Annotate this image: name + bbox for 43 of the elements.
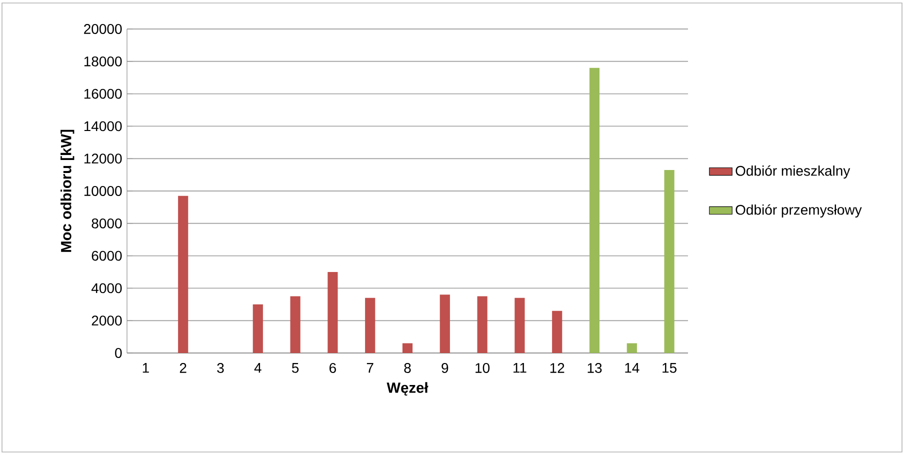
legend-label: Odbiór mieszkalny xyxy=(736,165,850,179)
bar xyxy=(252,304,263,353)
x-tick-label: 1 xyxy=(142,363,149,373)
bar xyxy=(402,343,413,353)
x-tick-label: 12 xyxy=(550,363,564,373)
y-tick-label: 16000 xyxy=(84,88,122,99)
y-tick-label: 6000 xyxy=(92,250,122,261)
bar xyxy=(178,196,188,353)
y-tick-label: 4000 xyxy=(91,283,122,294)
x-tick-label: 10 xyxy=(476,363,490,373)
x-tick-label: 15 xyxy=(662,363,676,373)
bar xyxy=(552,310,562,353)
y-tick-label: 12000 xyxy=(84,154,122,164)
x-tick-label: 9 xyxy=(442,363,448,373)
x-tick-label: 3 xyxy=(217,363,224,373)
bar xyxy=(589,68,600,353)
x-tick-label: 4 xyxy=(254,363,262,373)
y-tick-label: 18000 xyxy=(84,56,122,66)
bar xyxy=(440,294,450,353)
y-tick-label: 0 xyxy=(115,348,122,358)
x-tick-label: 5 xyxy=(292,363,299,373)
x-tick-label: 11 xyxy=(514,363,526,373)
y-tick-label: 10000 xyxy=(84,186,122,196)
y-tick-label: 14000 xyxy=(84,121,122,132)
y-tick-label: 20000 xyxy=(84,24,122,34)
x-tick-label: 14 xyxy=(625,363,640,373)
y-axis-title: Moc odbioru [kW] xyxy=(60,130,74,252)
y-tick-label: 8000 xyxy=(92,218,122,228)
x-tick-label: 2 xyxy=(180,363,186,373)
bar xyxy=(290,296,300,353)
bar xyxy=(514,298,525,353)
x-axis-title: Węzeł xyxy=(386,382,428,396)
x-tick-label: 7 xyxy=(366,363,374,373)
legend-label: Odbiór przemysłowy xyxy=(736,204,862,218)
bar xyxy=(664,170,674,353)
x-tick-label: 13 xyxy=(588,363,602,373)
x-tick-label: 6 xyxy=(330,363,336,373)
bar xyxy=(328,272,338,353)
x-tick-label: 8 xyxy=(404,363,411,373)
bar xyxy=(365,298,376,353)
y-tick-label: 2000 xyxy=(92,316,122,326)
bar xyxy=(477,296,488,353)
bar xyxy=(626,343,637,353)
